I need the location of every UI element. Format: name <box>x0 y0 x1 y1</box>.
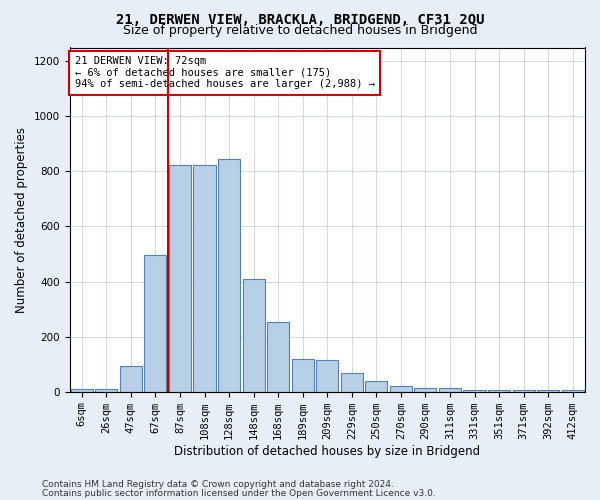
Bar <box>439 388 461 392</box>
Bar <box>169 164 191 392</box>
Bar <box>218 159 240 392</box>
Text: Contains HM Land Registry data © Crown copyright and database right 2024.: Contains HM Land Registry data © Crown c… <box>42 480 394 489</box>
Bar <box>488 390 510 392</box>
Bar <box>390 386 412 392</box>
Bar <box>316 360 338 392</box>
Bar <box>193 164 215 392</box>
Bar <box>145 256 166 392</box>
Text: Size of property relative to detached houses in Bridgend: Size of property relative to detached ho… <box>123 24 477 37</box>
Bar <box>292 358 314 392</box>
Bar <box>95 389 118 392</box>
Bar <box>71 389 93 392</box>
Bar <box>415 388 436 392</box>
Text: Contains public sector information licensed under the Open Government Licence v3: Contains public sector information licen… <box>42 489 436 498</box>
Bar <box>537 390 559 392</box>
Bar <box>365 380 388 392</box>
Bar <box>512 390 535 392</box>
X-axis label: Distribution of detached houses by size in Bridgend: Distribution of detached houses by size … <box>174 444 481 458</box>
Bar <box>463 390 485 392</box>
Bar <box>562 390 584 392</box>
Bar <box>341 373 363 392</box>
Text: 21 DERWEN VIEW: 72sqm
← 6% of detached houses are smaller (175)
94% of semi-deta: 21 DERWEN VIEW: 72sqm ← 6% of detached h… <box>74 56 374 90</box>
Bar <box>267 322 289 392</box>
Text: 21, DERWEN VIEW, BRACKLA, BRIDGEND, CF31 2QU: 21, DERWEN VIEW, BRACKLA, BRIDGEND, CF31… <box>116 12 484 26</box>
Bar <box>120 366 142 392</box>
Y-axis label: Number of detached properties: Number of detached properties <box>15 126 28 312</box>
Bar <box>242 279 265 392</box>
